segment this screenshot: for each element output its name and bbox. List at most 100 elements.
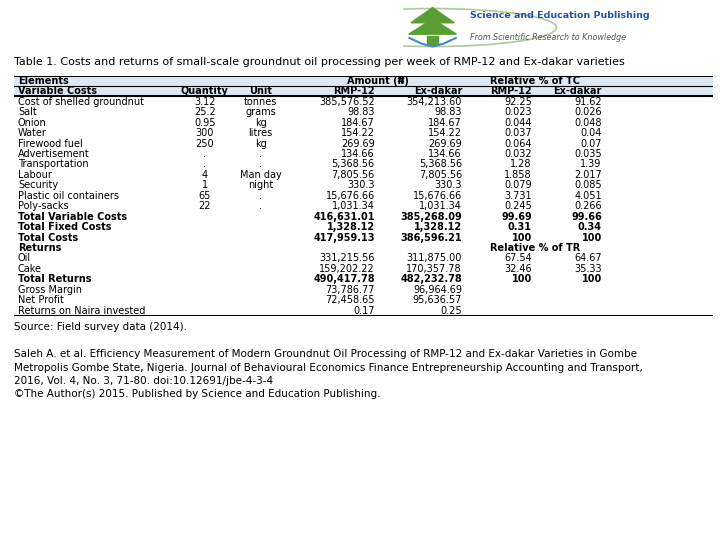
Text: Amount (₦): Amount (₦) [346, 76, 408, 86]
Polygon shape [409, 19, 456, 34]
Bar [14, 86, 713, 97]
Text: Variable Costs: Variable Costs [18, 86, 97, 96]
Text: 416,631.01: 416,631.01 [313, 212, 375, 221]
Text: 1.858: 1.858 [504, 170, 532, 180]
Text: grams: grams [246, 107, 276, 117]
Text: Science and Education Publishing: Science and Education Publishing [469, 11, 649, 20]
Text: Cost of shelled groundnut: Cost of shelled groundnut [18, 97, 144, 107]
Text: Total Costs: Total Costs [18, 233, 78, 242]
Text: night: night [248, 180, 273, 190]
Text: 100: 100 [582, 274, 602, 285]
Text: 2.017: 2.017 [574, 170, 602, 180]
Text: 99.66: 99.66 [571, 212, 602, 221]
Text: 0.035: 0.035 [574, 149, 602, 159]
Polygon shape [411, 8, 454, 23]
Text: 0.34: 0.34 [577, 222, 602, 232]
Text: 154.22: 154.22 [428, 128, 462, 138]
Text: Cake: Cake [18, 264, 42, 274]
Text: 64.67: 64.67 [574, 253, 602, 264]
Text: 184.67: 184.67 [428, 118, 462, 127]
Text: Saleh A. et al. Efficiency Measurement of Modern Groundnut Oil Processing of RMP: Saleh A. et al. Efficiency Measurement o… [14, 349, 643, 399]
Text: Elements: Elements [18, 76, 68, 86]
Text: 0.266: 0.266 [574, 201, 602, 211]
Text: RMP-12: RMP-12 [490, 86, 532, 96]
Text: Total Returns: Total Returns [18, 274, 91, 285]
Text: 95,636.57: 95,636.57 [413, 295, 462, 305]
Text: 91.62: 91.62 [574, 97, 602, 107]
Text: Firewood fuel: Firewood fuel [18, 139, 83, 148]
Text: 0.07: 0.07 [580, 139, 602, 148]
Text: 99.69: 99.69 [501, 212, 532, 221]
Text: 134.66: 134.66 [341, 149, 375, 159]
Text: Net Profit: Net Profit [18, 295, 64, 305]
Text: 482,232.78: 482,232.78 [400, 274, 462, 285]
Text: Source: Field survey data (2014).: Source: Field survey data (2014). [14, 322, 187, 332]
Text: 184.67: 184.67 [341, 118, 375, 127]
Text: From Scientific Research to Knowledge: From Scientific Research to Knowledge [469, 33, 626, 43]
Text: 100: 100 [512, 274, 532, 285]
Text: 7,805.56: 7,805.56 [331, 170, 375, 180]
Text: 1,328.12: 1,328.12 [414, 222, 462, 232]
Text: 1.39: 1.39 [580, 159, 602, 170]
Text: 98.83: 98.83 [347, 107, 375, 117]
Text: 15,676.66: 15,676.66 [325, 191, 375, 201]
Text: Gross Margin: Gross Margin [18, 285, 82, 295]
Text: 72,458.65: 72,458.65 [325, 295, 375, 305]
Text: 5,368.56: 5,368.56 [332, 159, 375, 170]
Text: 92.25: 92.25 [504, 97, 532, 107]
Bar [428, 36, 438, 45]
Text: 311,875.00: 311,875.00 [407, 253, 462, 264]
Text: 25.2: 25.2 [194, 107, 215, 117]
Text: Oil: Oil [18, 253, 31, 264]
Text: 0.17: 0.17 [354, 306, 375, 316]
Text: Ex-dakar: Ex-dakar [414, 86, 462, 96]
Text: 32.46: 32.46 [504, 264, 532, 274]
Text: tonnes: tonnes [244, 97, 277, 107]
Text: 300: 300 [196, 128, 214, 138]
Text: 0.044: 0.044 [505, 118, 532, 127]
Text: Plastic oil containers: Plastic oil containers [18, 191, 119, 201]
Text: 269.69: 269.69 [341, 139, 375, 148]
Text: Onion: Onion [18, 118, 47, 127]
Text: Man day: Man day [240, 170, 282, 180]
Text: Unit: Unit [249, 86, 272, 96]
Text: kg: kg [255, 139, 266, 148]
Text: 330.3: 330.3 [347, 180, 375, 190]
Text: 3.731: 3.731 [504, 191, 532, 201]
Text: 96,964.69: 96,964.69 [413, 285, 462, 295]
Text: .: . [259, 191, 262, 201]
Text: 354,213.60: 354,213.60 [407, 97, 462, 107]
Text: 0.032: 0.032 [504, 149, 532, 159]
Text: 490,417.78: 490,417.78 [313, 274, 375, 285]
Text: 1,031.34: 1,031.34 [419, 201, 462, 211]
Text: Total Variable Costs: Total Variable Costs [18, 212, 127, 221]
Text: Advertisement: Advertisement [18, 149, 90, 159]
Circle shape [309, 9, 557, 46]
Text: 100: 100 [512, 233, 532, 242]
Text: 385,268.09: 385,268.09 [400, 212, 462, 221]
Text: 385,576.52: 385,576.52 [319, 97, 375, 107]
Text: Ex-dakar: Ex-dakar [554, 86, 602, 96]
Text: 15,676.66: 15,676.66 [413, 191, 462, 201]
Bar [14, 76, 713, 86]
Text: 0.04: 0.04 [580, 128, 602, 138]
Text: 0.048: 0.048 [575, 118, 602, 127]
Text: 386,596.21: 386,596.21 [400, 233, 462, 242]
Text: kg: kg [255, 118, 266, 127]
Text: 5,368.56: 5,368.56 [419, 159, 462, 170]
Text: 1,328.12: 1,328.12 [327, 222, 375, 232]
Text: Water: Water [18, 128, 47, 138]
Text: RMP-12: RMP-12 [333, 86, 375, 96]
Text: Returns on Naira invested: Returns on Naira invested [18, 306, 145, 316]
Text: 0.25: 0.25 [441, 306, 462, 316]
Text: litres: litres [248, 128, 273, 138]
Text: Relative % of TC: Relative % of TC [490, 76, 580, 86]
Text: Quantity: Quantity [181, 86, 229, 96]
Text: Transportation: Transportation [18, 159, 89, 170]
Text: 159,202.22: 159,202.22 [319, 264, 375, 274]
Text: Returns: Returns [18, 243, 61, 253]
Text: 4.051: 4.051 [574, 191, 602, 201]
Text: .: . [259, 159, 262, 170]
Text: 170,357.78: 170,357.78 [407, 264, 462, 274]
Text: 0.245: 0.245 [504, 201, 532, 211]
